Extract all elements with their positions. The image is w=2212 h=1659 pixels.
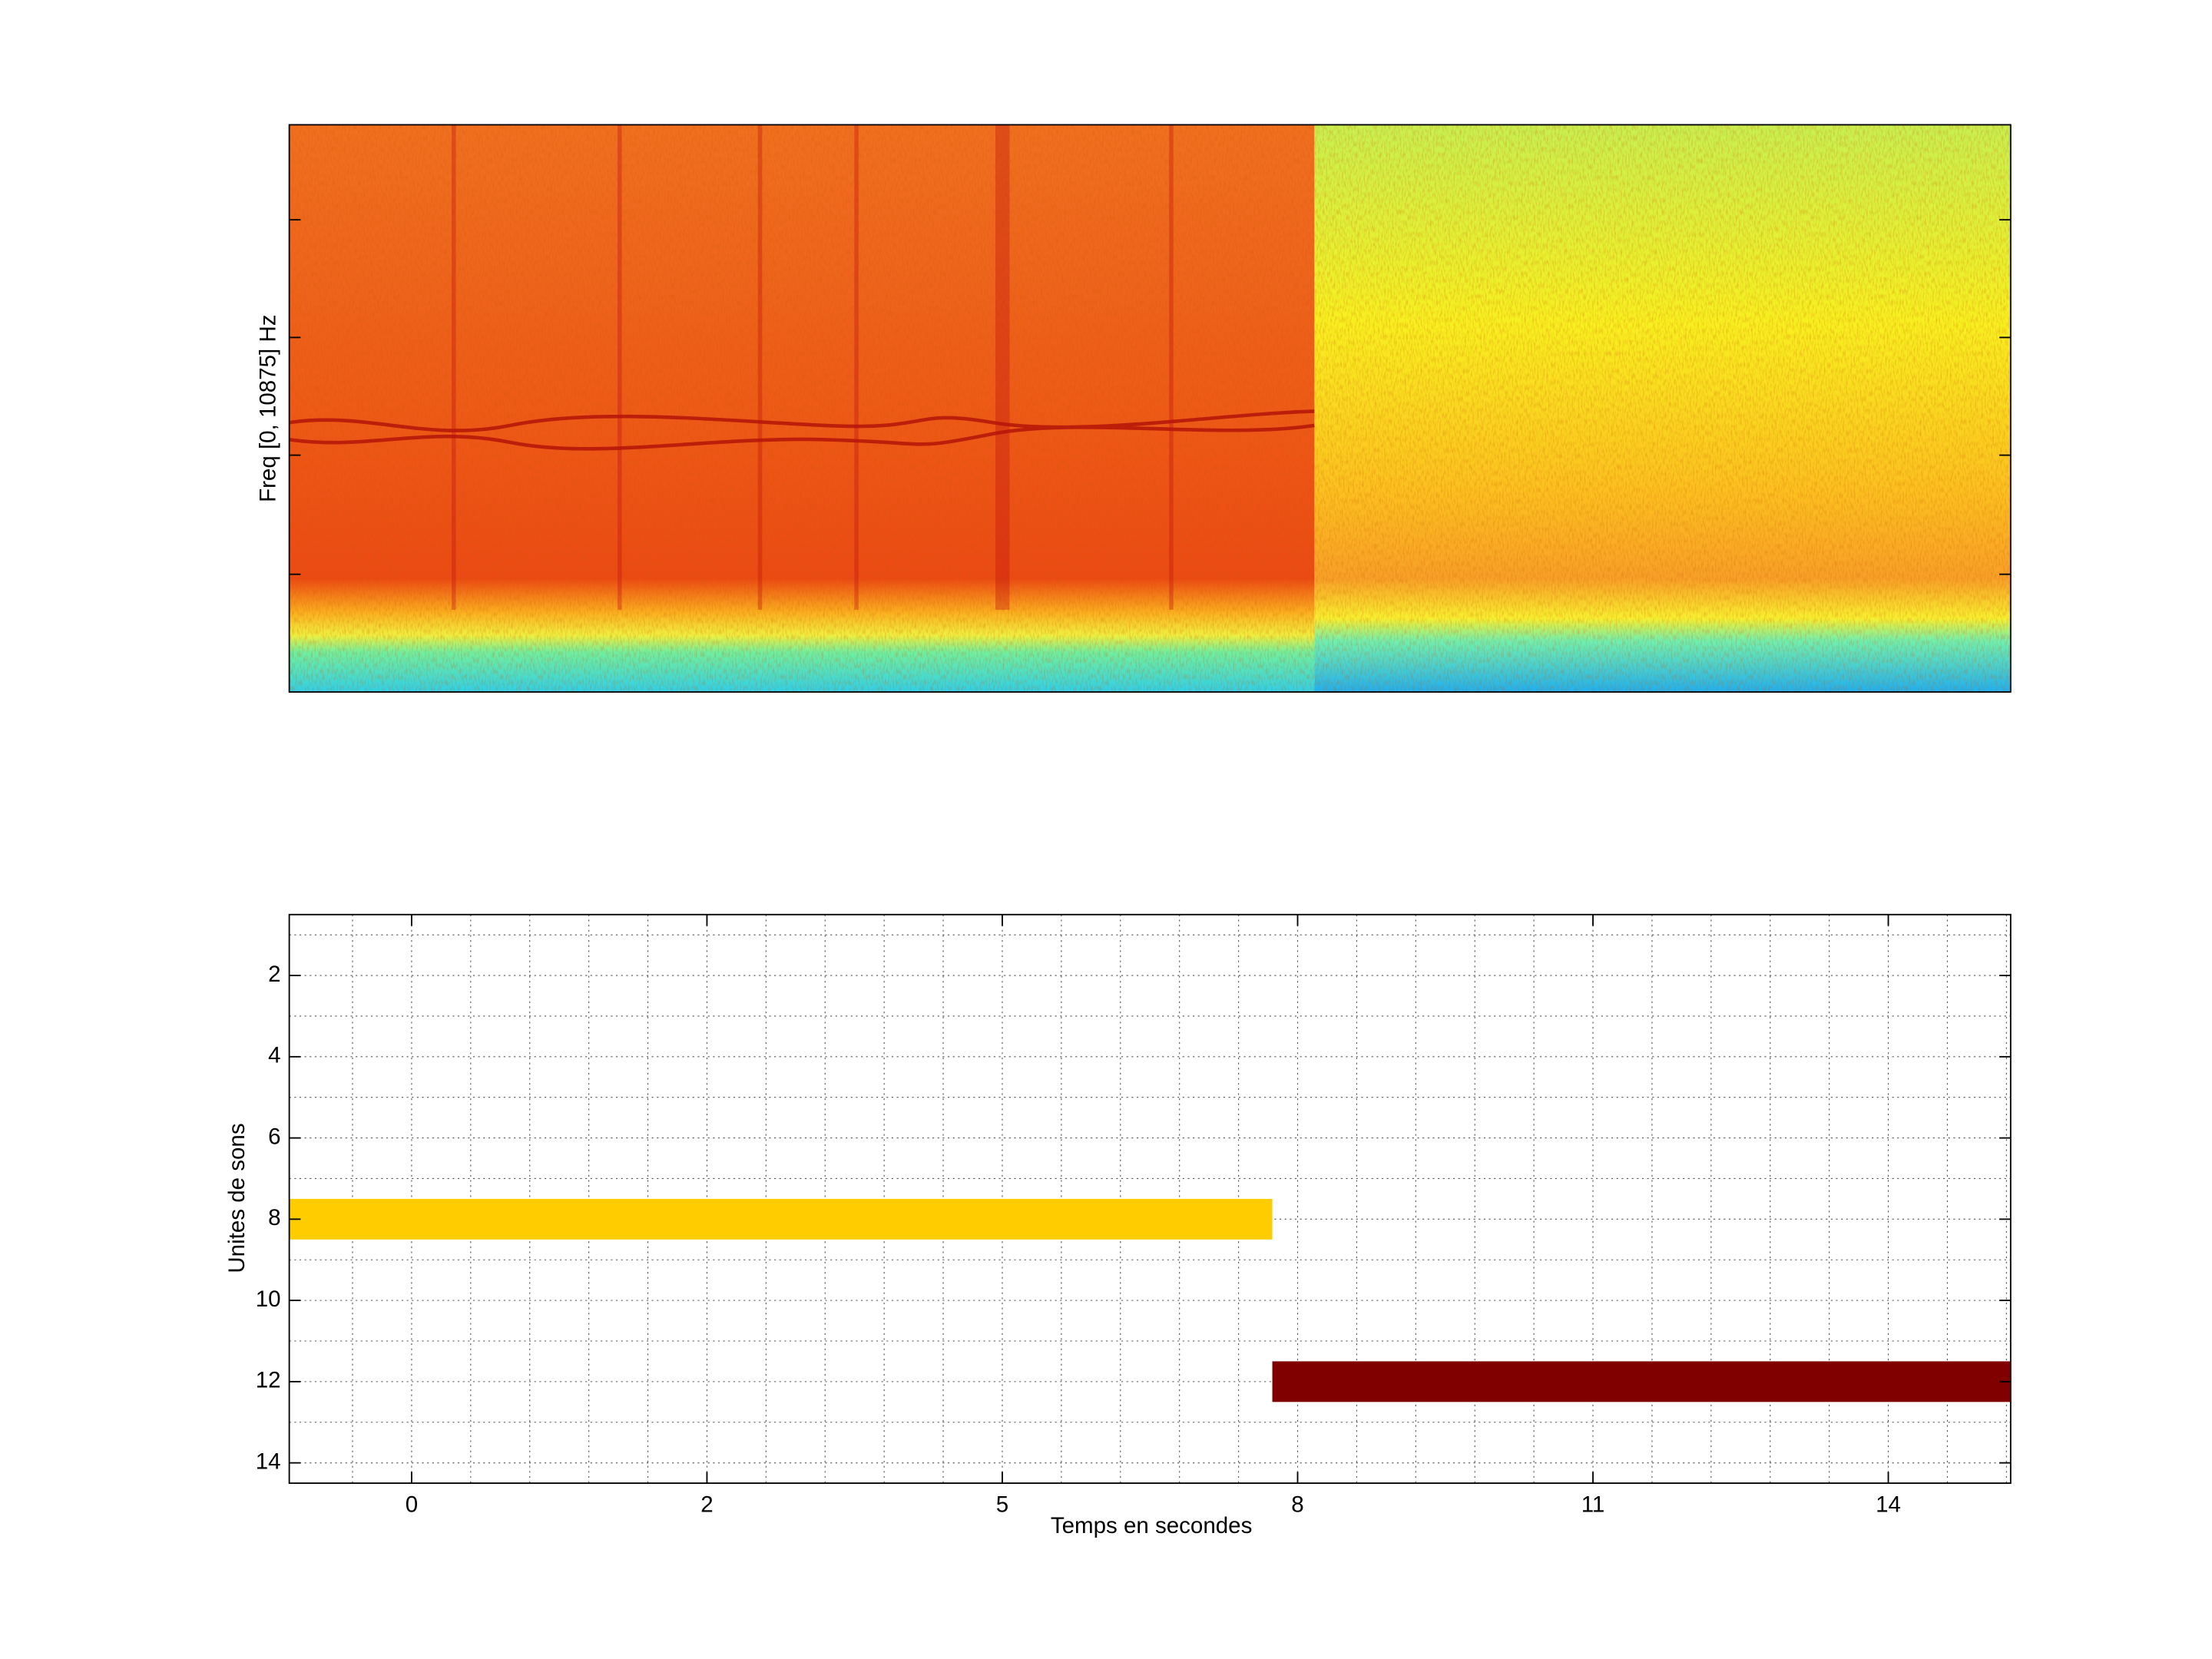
bar [289,1198,1273,1240]
axes-frame [288,913,2012,1484]
y-tick-label: 10 [256,1286,281,1312]
spectrogram-ticks [289,219,2011,575]
spectrogram-streaks [452,124,1174,610]
x-axis-label: Temps en secondes [1051,1513,1253,1538]
y-tick-label: 14 [256,1449,281,1474]
x-tick-label: 2 [700,1492,713,1517]
y-axis-label: Unites de sons [224,1123,250,1273]
y-tick-label: 2 [268,962,280,987]
timeline: Temps en secondes Unites de sons 0 2 5 8 11 1… [224,913,2012,1538]
y-tick-label: 8 [268,1205,280,1230]
y-tick-label: 12 [256,1368,281,1393]
y-tick-label: 4 [268,1043,280,1068]
x-tick-label: 0 [406,1492,418,1517]
spectrogram-ylabel: Freq [0, 10875] Hz [256,314,281,502]
spectrogram-harmonics [289,409,1315,451]
x-tick-label: 14 [1876,1492,1901,1517]
x-tick-label: 11 [1581,1492,1605,1517]
spectrogram: Freq [0, 10875] Hz [256,124,2012,693]
x-tick-label: 5 [996,1492,1008,1517]
bar [1272,1361,2011,1402]
y-tick-label: 6 [268,1124,280,1149]
spectrogram-texture [289,124,2011,692]
x-tick-label: 8 [1291,1492,1303,1517]
spectrogram-frame [288,124,2012,693]
